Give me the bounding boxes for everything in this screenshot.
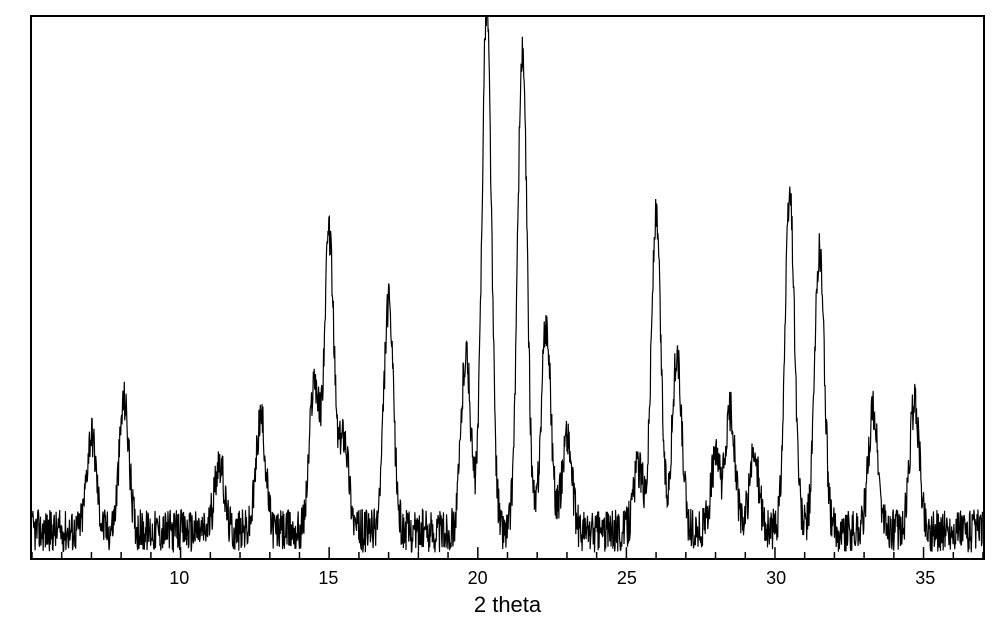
x-axis-label: 2 theta: [458, 592, 558, 618]
xrd-trace-svg: [32, 17, 983, 558]
x-tick-label: 10: [169, 568, 189, 589]
x-tick-label: 20: [468, 568, 488, 589]
x-tick-label: 25: [617, 568, 637, 589]
x-tick-label: 35: [915, 568, 935, 589]
plot-area: [30, 15, 985, 560]
xrd-chart: 2 theta 10 15 20 25 30 35: [0, 0, 1000, 625]
x-tick-label: 30: [766, 568, 786, 589]
x-tick-label: 15: [318, 568, 338, 589]
